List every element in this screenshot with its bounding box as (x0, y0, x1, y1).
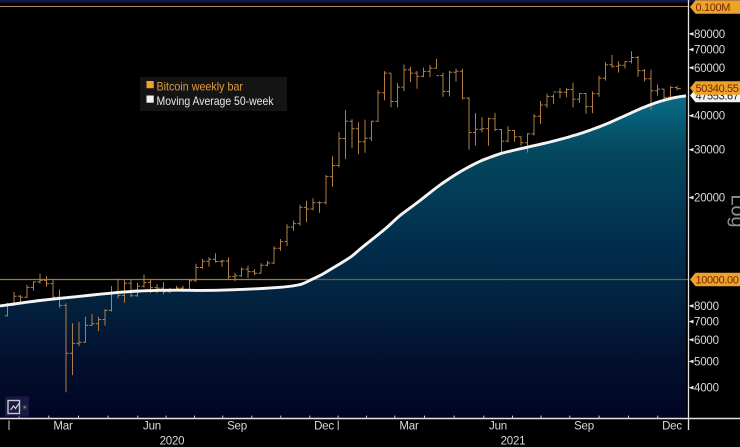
svg-text:Moving Average 50-week: Moving Average 50-week (157, 94, 275, 108)
svg-text:Jun: Jun (489, 421, 507, 433)
svg-text:30000: 30000 (694, 145, 725, 157)
svg-text:60000: 60000 (694, 63, 725, 75)
svg-text:5000: 5000 (694, 356, 719, 368)
svg-text:8000: 8000 (694, 301, 719, 313)
svg-text:Log: Log (727, 194, 740, 227)
svg-text:6000: 6000 (694, 335, 719, 347)
svg-text:4000: 4000 (694, 383, 719, 395)
svg-text:Dec: Dec (662, 421, 682, 433)
svg-text:0.100M: 0.100M (696, 2, 731, 14)
svg-text:2020: 2020 (160, 436, 185, 447)
svg-text:Sep: Sep (574, 421, 594, 433)
svg-text:40000: 40000 (694, 111, 725, 123)
svg-text:7000: 7000 (694, 317, 719, 329)
svg-text:Dec: Dec (314, 421, 334, 433)
svg-text:80000: 80000 (694, 29, 725, 41)
svg-text:Jun: Jun (143, 421, 161, 433)
svg-text:Sep: Sep (227, 421, 247, 433)
svg-text:50340.55: 50340.55 (696, 83, 739, 95)
svg-text:20000: 20000 (694, 193, 725, 205)
svg-text:Bitcoin weekly bar: Bitcoin weekly bar (157, 80, 244, 94)
svg-text:Mar: Mar (53, 421, 73, 433)
svg-text:Mar: Mar (399, 421, 419, 433)
svg-text:70000: 70000 (694, 45, 725, 57)
svg-text:2021: 2021 (501, 436, 526, 447)
svg-text:10000.00: 10000.00 (696, 275, 739, 287)
